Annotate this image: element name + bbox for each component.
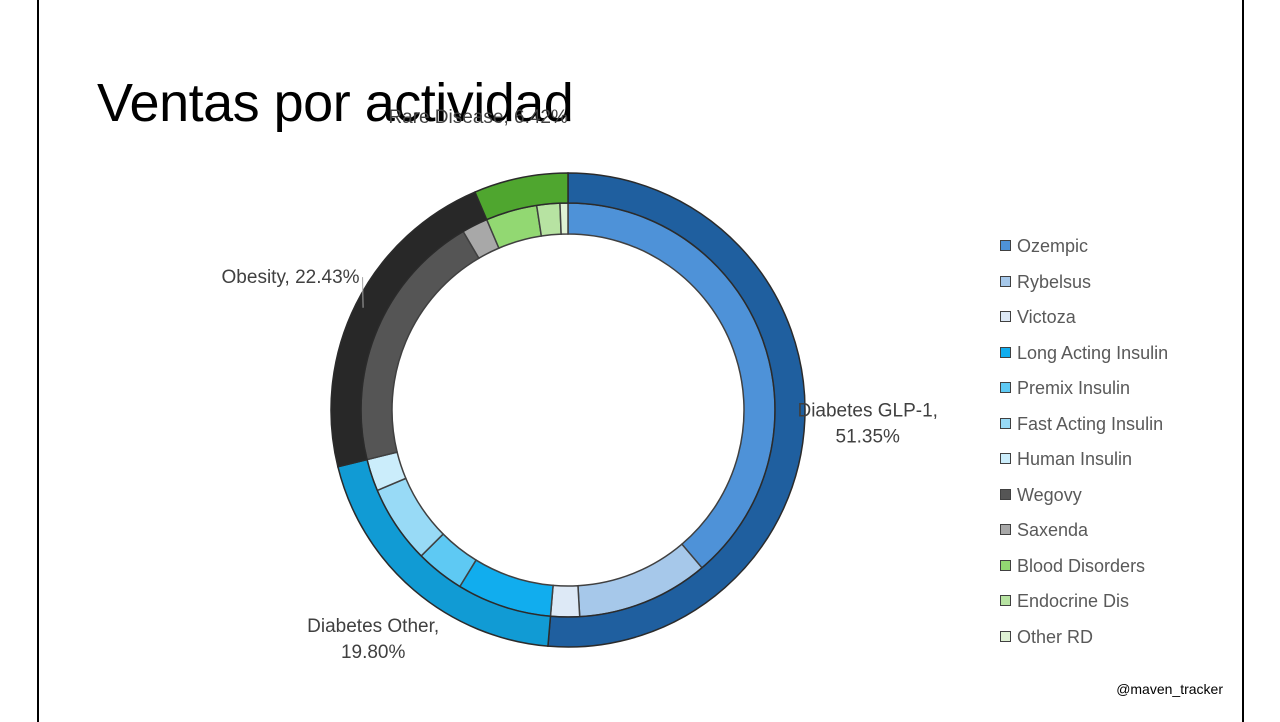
legend-swatch-ozempic [1000, 240, 1011, 251]
legend-label-fast-acting-insulin: Fast Acting Insulin [1017, 413, 1164, 434]
legend-item-wegovy[interactable]: Wegovy [1000, 485, 1168, 521]
legend-swatch-fast-acting-insulin [1000, 417, 1011, 429]
author-handle: @maven_tracker [1116, 681, 1223, 697]
legend-swatch-blood-disorders [1000, 559, 1011, 571]
legend-swatch-long-acting-insulin [1000, 346, 1011, 358]
legend-label-blood-disorders: Blood Disorders [1017, 555, 1146, 576]
data-label-obesity-line1: Obesity, 22.43% [222, 267, 360, 288]
data-label-diabetes-glp-1-line1: Diabetes GLP-1, [797, 401, 937, 422]
legend-swatch-endocrine-dis [1000, 595, 1011, 606]
label-leader-obesity [362, 277, 364, 308]
legend-label-endocrine-dis: Endocrine Dis [1017, 591, 1130, 611]
legend-label-other-rd: Other RD [1017, 626, 1094, 647]
data-label-diabetes-glp-1-line2: 51.35% [836, 427, 901, 448]
inner-slice-victoza[interactable] [549, 584, 581, 618]
legend-item-endocrine-dis[interactable]: Endocrine Dis [1000, 591, 1168, 627]
legend-swatch-human-insulin [1000, 453, 1011, 464]
legend-item-ozempic[interactable]: Ozempic [1000, 236, 1168, 272]
legend-label-rybelsus: Rybelsus [1017, 271, 1092, 292]
legend-swatch-wegovy [1000, 488, 1011, 500]
legend-swatch-premix-insulin [1000, 382, 1011, 393]
legend-swatch-victoza [1000, 311, 1011, 322]
legend-label-premix-insulin: Premix Insulin [1017, 378, 1131, 398]
legend-item-victoza[interactable]: Victoza [1000, 307, 1168, 343]
legend-label-wegovy: Wegovy [1017, 484, 1082, 505]
outer-slice-diabetes-glp-1[interactable] [547, 172, 806, 648]
legend-label-long-acting-insulin: Long Acting Insulin [1017, 342, 1169, 363]
inner-slice-other-rd[interactable] [559, 202, 569, 235]
legend-item-long-acting-insulin[interactable]: Long Acting Insulin [1000, 343, 1168, 379]
chart-legend: Ozempic Rybelsus Victoza Long Acting Insuli… [1000, 236, 1168, 662]
chart-title: Ventas por actividad [97, 73, 574, 133]
legend-label-ozempic: Ozempic [1017, 236, 1089, 256]
inner-slice-endocrine-dis[interactable] [535, 202, 562, 237]
data-label-rare-disease-line1: Rare Disease, 6.42% [388, 107, 568, 128]
outer-slice-rare-disease[interactable] [473, 172, 569, 221]
legend-item-premix-insulin[interactable]: Premix Insulin [1000, 378, 1168, 414]
legend-swatch-rybelsus [1000, 275, 1011, 287]
legend-item-human-insulin[interactable]: Human Insulin [1000, 449, 1168, 485]
data-label-diabetes-other-line2: 19.80% [341, 642, 406, 663]
legend-item-fast-acting-insulin[interactable]: Fast Acting Insulin [1000, 414, 1168, 450]
legend-label-human-insulin: Human Insulin [1017, 449, 1133, 469]
legend-label-saxenda: Saxenda [1017, 520, 1089, 540]
data-label-diabetes-other-line1: Diabetes Other, [307, 616, 439, 637]
legend-swatch-other-rd [1000, 630, 1011, 642]
legend-item-saxenda[interactable]: Saxenda [1000, 520, 1168, 556]
legend-item-blood-disorders[interactable]: Blood Disorders [1000, 556, 1168, 592]
legend-swatch-saxenda [1000, 524, 1011, 535]
legend-label-victoza: Victoza [1017, 307, 1076, 327]
legend-item-other-rd[interactable]: Other RD [1000, 627, 1168, 663]
legend-item-rybelsus[interactable]: Rybelsus [1000, 272, 1168, 308]
